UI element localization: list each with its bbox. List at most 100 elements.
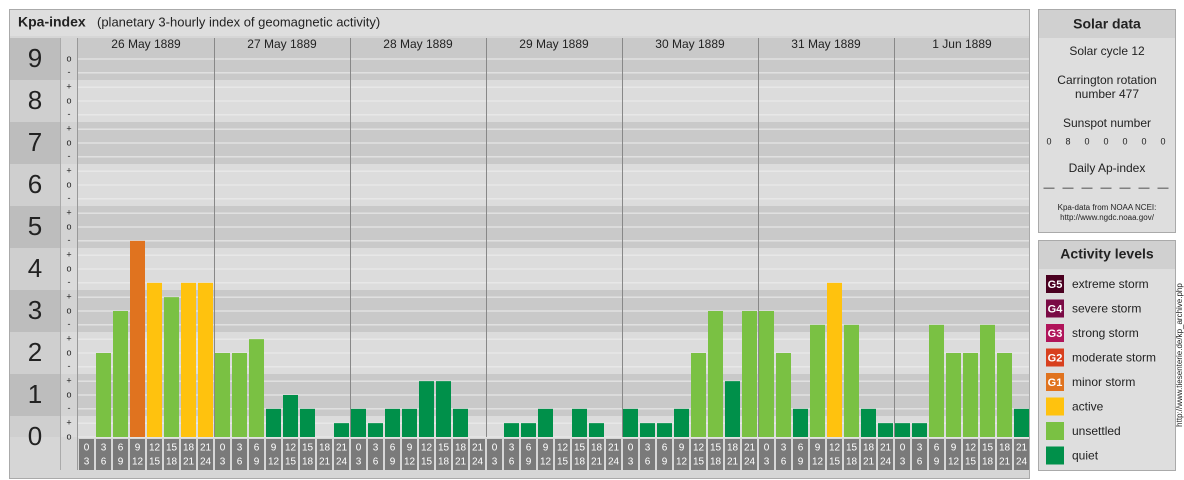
minor-tick-label: - — [68, 193, 71, 203]
hour-cell — [147, 439, 162, 470]
levels-panel-header — [1039, 241, 1175, 269]
hour-cell — [657, 439, 672, 470]
hour-cell — [827, 439, 842, 470]
bar — [113, 311, 128, 437]
bar — [640, 423, 655, 437]
hour-cell — [776, 439, 791, 470]
minor-tick-label: o — [66, 347, 71, 357]
bar — [793, 408, 808, 437]
bar — [963, 353, 978, 437]
hour-cell — [861, 439, 876, 470]
bar — [385, 408, 400, 437]
hour-cell — [266, 439, 281, 470]
hour-label: 21 — [472, 443, 484, 454]
legend-label: minor storm — [1072, 375, 1135, 389]
sunspot-value: 8 — [1065, 136, 1070, 146]
bar — [929, 324, 944, 437]
legend-code: G5 — [1048, 279, 1063, 291]
hour-label: 12 — [829, 443, 841, 454]
hour-label: 3 — [237, 443, 243, 454]
sunspot-value: 0 — [1103, 136, 1108, 146]
hour-cell — [810, 439, 825, 470]
bar — [827, 282, 842, 437]
hour-label: 18 — [438, 457, 450, 468]
hour-label: 18 — [183, 443, 195, 454]
bar — [368, 423, 383, 437]
bar — [283, 395, 298, 437]
y-tick-label: 2 — [28, 337, 42, 367]
bar — [436, 381, 451, 437]
y-tick-label: 8 — [28, 85, 42, 115]
source: Kpa-data from NOAA NCEI: — [1058, 203, 1157, 212]
hour-cell — [436, 439, 451, 470]
hour-label: 12 — [693, 443, 705, 454]
legend-swatch — [1046, 373, 1064, 391]
hour-cell — [912, 439, 927, 470]
legend-label: quiet — [1072, 449, 1099, 463]
hour-label: 6 — [798, 443, 804, 454]
hour-label: 12 — [421, 443, 433, 454]
hour-label: 6 — [118, 443, 124, 454]
y-tick-cell — [10, 122, 60, 164]
hour-label: 3 — [628, 457, 634, 468]
hour-label: 24 — [608, 457, 620, 468]
hour-cell — [725, 439, 740, 470]
hour-cell — [708, 439, 723, 470]
hour-cell — [895, 439, 910, 470]
hour-cell — [351, 439, 366, 470]
legend-code: G1 — [1048, 377, 1063, 389]
hour-cell — [198, 439, 213, 470]
bar — [912, 423, 927, 437]
hour-label: 0 — [220, 443, 226, 454]
hour-label: 21 — [591, 457, 603, 468]
hour-label: 3 — [84, 457, 90, 468]
hour-cell — [283, 439, 298, 470]
minor-tick-label: - — [68, 235, 71, 245]
hour-label: 18 — [982, 457, 994, 468]
y-tick-label: 7 — [28, 127, 42, 157]
bar — [504, 423, 519, 437]
minor-tick-label: o — [66, 137, 71, 147]
ap-value: — — [1158, 182, 1169, 194]
hour-label: 12 — [540, 457, 552, 468]
hour-cell — [334, 439, 349, 470]
hour-label: 12 — [557, 443, 569, 454]
minor-tick-label: + — [66, 82, 71, 92]
hour-cell — [878, 439, 893, 470]
hour-label: 15 — [574, 443, 586, 454]
minor-tick-label: + — [66, 208, 71, 218]
ap-value: — — [1101, 182, 1112, 194]
legend-swatch — [1046, 324, 1064, 342]
ap-value: — — [1082, 182, 1093, 194]
legend-swatch — [1046, 299, 1064, 318]
hour-label: 21 — [880, 443, 892, 454]
hour-label: 12 — [965, 443, 977, 454]
hour-label: 18 — [999, 443, 1011, 454]
hour-label: 15 — [438, 443, 450, 454]
y-tick-label: 4 — [28, 253, 42, 283]
hour-label: 0 — [764, 443, 770, 454]
bar — [300, 408, 315, 437]
ap-value: — — [1139, 182, 1150, 194]
minor-tick-label: o — [66, 179, 71, 189]
y-tick-cell — [10, 206, 60, 248]
minor-tick-label: o — [66, 305, 71, 315]
solar-panel — [1038, 9, 1176, 233]
day-label: 26 May 1889 — [111, 37, 181, 51]
bar — [402, 408, 417, 437]
hour-cell — [215, 439, 230, 470]
hour-label: 12 — [132, 457, 144, 468]
y-tick-label: 3 — [28, 295, 42, 325]
hour-label: 3 — [509, 443, 515, 454]
hour-cell — [232, 439, 247, 470]
hour-cell — [946, 439, 961, 470]
hour-cell — [844, 439, 859, 470]
hour-label: 21 — [336, 443, 348, 454]
hour-label: 21 — [319, 457, 331, 468]
hour-label: 9 — [118, 457, 124, 468]
hour-label: 15 — [846, 443, 858, 454]
bar — [657, 423, 672, 437]
hour-cell — [997, 439, 1012, 470]
bar — [810, 324, 825, 437]
